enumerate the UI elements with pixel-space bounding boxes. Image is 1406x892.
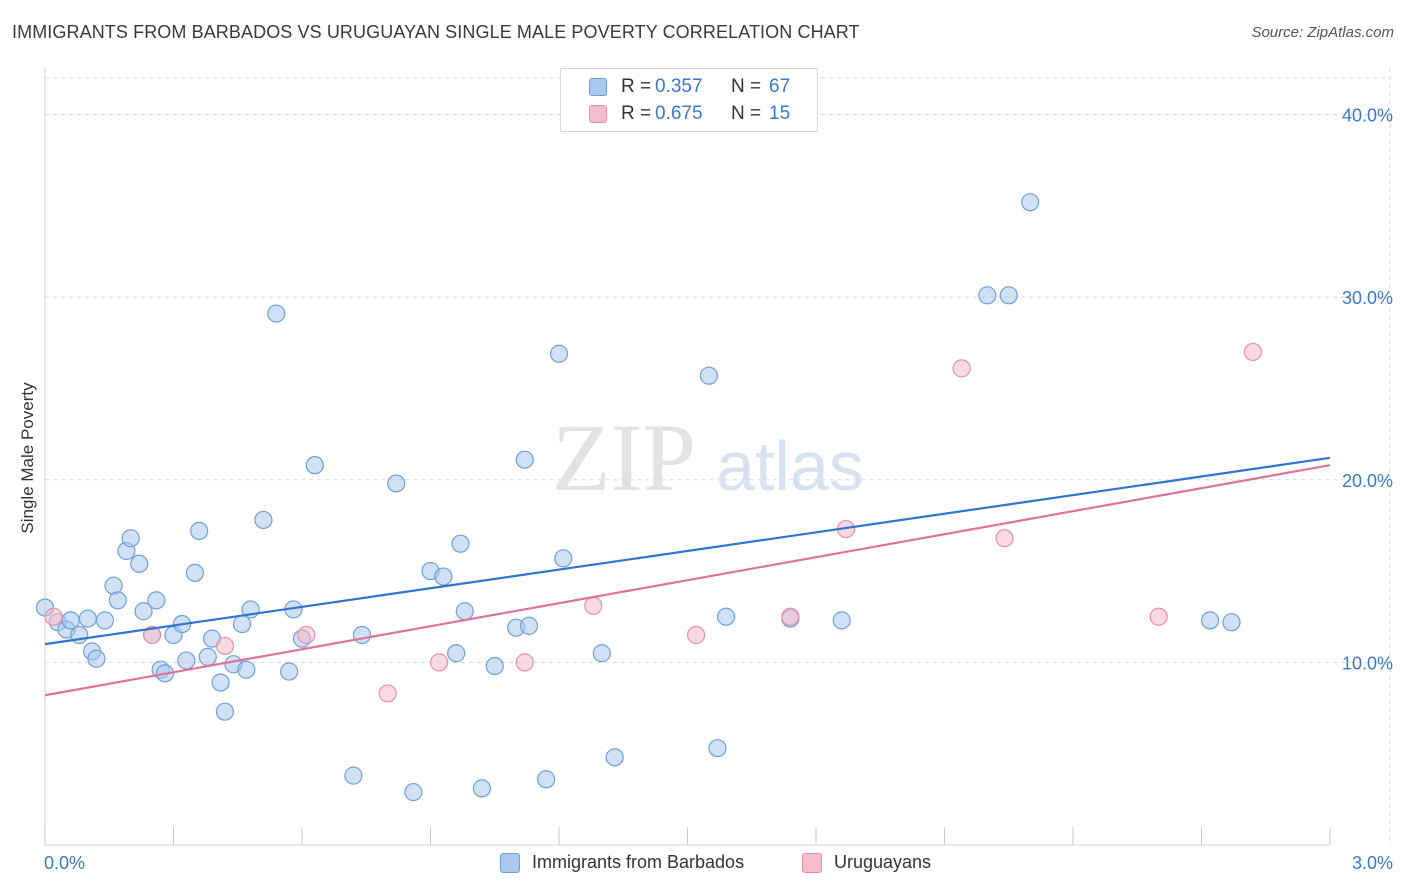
point-barbados <box>549 344 569 363</box>
point-barbados <box>472 779 491 798</box>
gridlines <box>45 68 1391 845</box>
y-tick-label: 20.0% <box>1342 471 1393 491</box>
stats-legend: R = 0.357 N = 67 R = 0.675 N = 15 <box>560 68 818 132</box>
point-barbados <box>267 304 286 323</box>
trend-line-uruguayans <box>44 464 1331 697</box>
x-tick-label-max: 3.0% <box>1352 853 1393 873</box>
point-barbados <box>605 748 624 767</box>
blue-swatch <box>589 78 607 96</box>
point-uruguayans <box>429 653 449 672</box>
point-barbados <box>1222 613 1241 632</box>
point-barbados <box>237 660 256 679</box>
point-uruguayans <box>44 607 63 626</box>
watermark: ZIP atlas <box>552 404 864 511</box>
point-barbados <box>185 563 205 582</box>
point-barbados <box>254 510 273 530</box>
point-barbados <box>387 474 406 493</box>
series-legend: Immigrants from Barbados Uruguayans <box>0 852 1406 876</box>
point-barbados <box>699 366 719 385</box>
watermark-zip: ZIP <box>552 404 696 511</box>
point-barbados <box>485 656 504 676</box>
legend-label-uruguayans: Uruguayans <box>834 852 932 872</box>
point-uruguayans <box>781 607 800 626</box>
point-uruguayans <box>1243 342 1263 362</box>
n-value: 67 <box>769 76 791 97</box>
n-label: N = <box>731 76 762 97</box>
point-barbados <box>978 286 997 305</box>
point-uruguayans <box>995 529 1014 548</box>
point-barbados <box>1200 611 1220 630</box>
point-barbados <box>305 456 324 475</box>
legend-item-uruguayans[interactable]: Uruguayans <box>802 852 931 873</box>
point-uruguayans <box>952 359 971 378</box>
stats-legend-row-uruguayans: R = 0.675 N = 15 <box>561 101 790 127</box>
point-barbados <box>108 591 127 610</box>
n-label: N = <box>731 103 762 124</box>
trend-line-barbados <box>44 456 1331 646</box>
point-barbados <box>592 644 611 663</box>
point-uruguayans <box>686 625 706 645</box>
point-barbados <box>78 609 97 628</box>
point-barbados <box>554 549 573 568</box>
point-uruguayans <box>215 636 234 656</box>
source-label: Source: ZipAtlas.com <box>1251 24 1394 41</box>
y-tick-label: 10.0% <box>1342 653 1393 673</box>
point-barbados <box>121 529 140 548</box>
point-barbados <box>447 644 466 663</box>
point-uruguayans <box>378 684 397 703</box>
r-value: 0.675 <box>655 103 703 124</box>
x-tick-label-min: 0.0% <box>44 853 85 873</box>
chart-title: IMMIGRANTS FROM BARBADOS VS URUGUAYAN SI… <box>12 22 860 42</box>
point-barbados <box>280 662 299 681</box>
point-uruguayans <box>515 653 534 672</box>
point-uruguayans <box>297 625 316 645</box>
point-uruguayans <box>142 625 162 645</box>
tick-labels: 10.0% 20.0% 30.0% 40.0% 0.0% 3.0% <box>44 106 1393 873</box>
point-barbados <box>404 782 423 802</box>
point-barbados <box>198 647 217 667</box>
point-barbados <box>999 286 1018 305</box>
point-barbados <box>134 602 153 621</box>
point-barbados <box>1021 193 1040 212</box>
blue-swatch <box>500 852 520 873</box>
n-value: 15 <box>769 103 791 124</box>
point-barbados <box>708 739 727 758</box>
point-barbados <box>832 611 851 630</box>
point-barbados <box>434 567 453 586</box>
point-barbados <box>177 651 196 670</box>
point-barbados <box>519 616 539 635</box>
pink-swatch <box>802 852 822 873</box>
r-label: R = <box>621 76 652 97</box>
watermark-atlas: atlas <box>716 427 864 505</box>
point-barbados <box>95 611 115 630</box>
point-barbados <box>716 607 736 626</box>
legend-label-barbados: Immigrants from Barbados <box>532 852 745 872</box>
point-barbados <box>344 766 363 785</box>
y-tick-label: 40.0% <box>1342 106 1393 126</box>
point-uruguayans <box>1149 607 1168 626</box>
legend-item-barbados[interactable]: Immigrants from Barbados <box>500 852 744 873</box>
axis-ticks <box>44 827 1331 845</box>
point-barbados <box>190 521 209 540</box>
point-barbados <box>537 770 556 789</box>
trend-lines <box>44 456 1331 697</box>
stats-legend-row-barbados: R = 0.357 N = 67 <box>561 74 790 100</box>
point-barbados <box>130 554 149 573</box>
r-value: 0.357 <box>655 76 703 97</box>
point-barbados <box>215 702 234 721</box>
point-barbados <box>211 673 230 692</box>
point-barbados <box>515 450 534 469</box>
y-tick-label: 30.0% <box>1342 288 1393 308</box>
point-uruguayans <box>584 596 603 615</box>
r-label: R = <box>621 103 652 124</box>
point-barbados <box>352 625 372 645</box>
point-barbados <box>147 591 166 610</box>
point-barbados <box>455 602 474 621</box>
data-points <box>35 193 1263 802</box>
point-barbados <box>87 649 106 668</box>
point-barbados <box>451 534 470 553</box>
pink-swatch <box>589 105 607 123</box>
